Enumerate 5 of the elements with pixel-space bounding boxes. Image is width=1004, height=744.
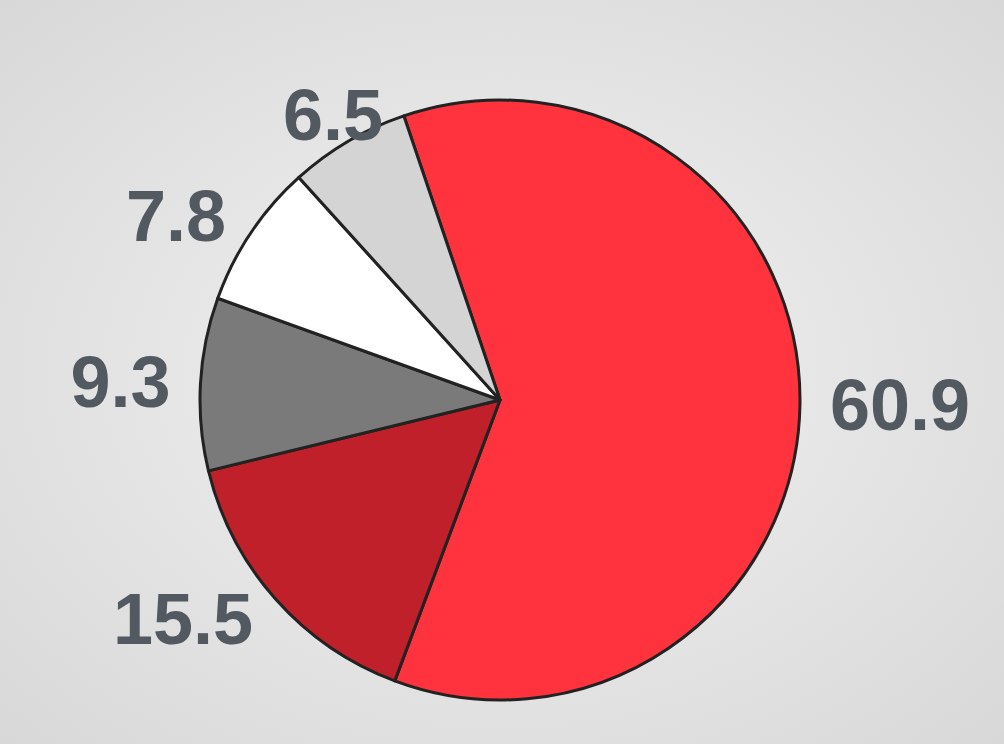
data-label: 60.9 bbox=[829, 365, 971, 446]
data-label: 7.8 bbox=[125, 176, 226, 257]
data-label: 15.5 bbox=[112, 578, 254, 659]
data-label: 9.3 bbox=[70, 342, 171, 423]
data-label: 6.5 bbox=[282, 75, 384, 156]
